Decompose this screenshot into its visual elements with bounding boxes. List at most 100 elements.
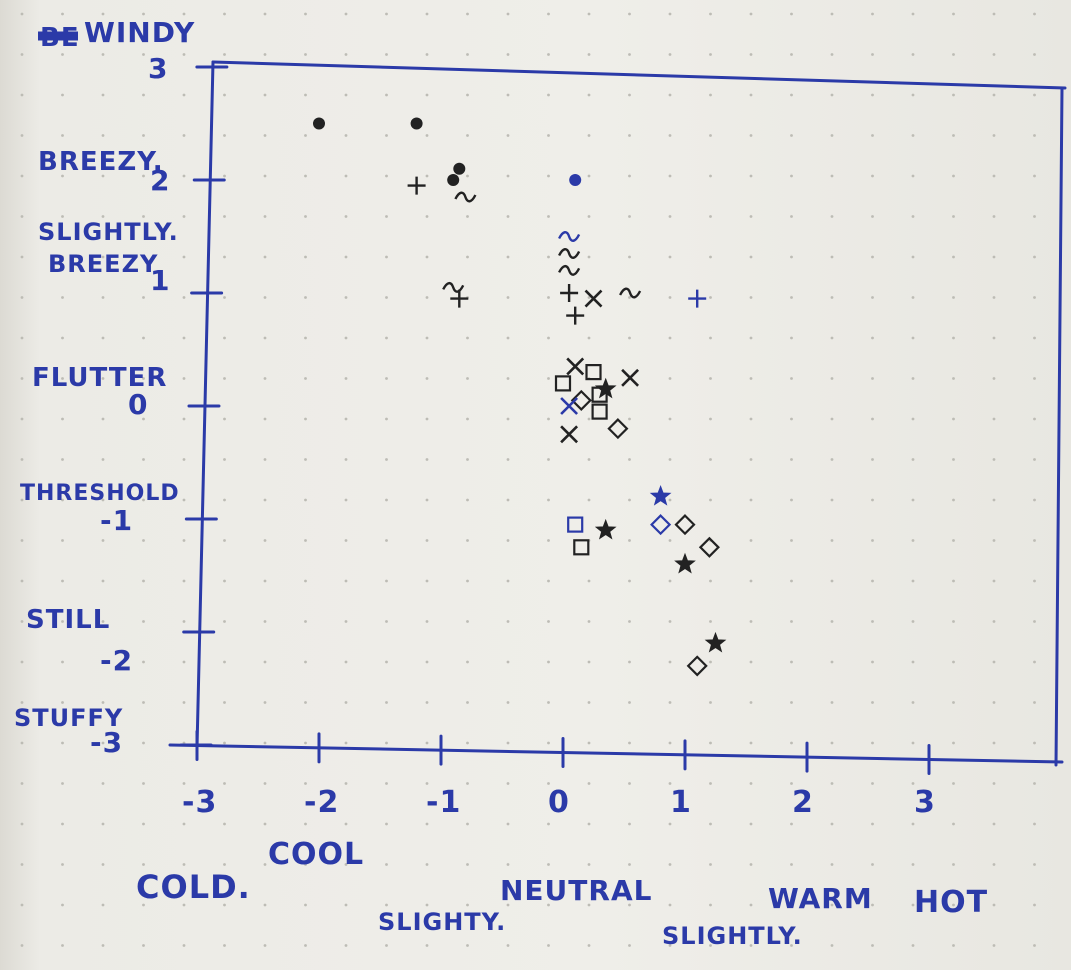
grid-dot <box>992 296 996 299</box>
grid-dot <box>344 741 348 745</box>
grid-dot <box>466 215 469 218</box>
grid-dot <box>223 944 226 947</box>
grid-dot <box>952 458 955 461</box>
grid-dot <box>830 579 834 583</box>
grid-dot <box>992 822 996 826</box>
grid-dot <box>344 539 348 542</box>
grid-dot <box>1033 417 1036 421</box>
grid-dot <box>223 863 226 866</box>
y-category-threshold: THRESHOLD <box>20 481 180 506</box>
grid-dot <box>871 579 874 583</box>
grid-dot <box>385 458 388 461</box>
y-tick-label: -2 <box>100 644 133 677</box>
grid-dot <box>911 579 915 583</box>
grid-dot <box>344 12 348 16</box>
grid-dot <box>425 660 429 664</box>
grid-dot <box>952 822 955 826</box>
grid-dot <box>749 701 753 704</box>
grid-dot <box>1033 701 1036 704</box>
grid-dot <box>182 336 186 340</box>
grid-dot <box>1033 174 1036 178</box>
grid-dot <box>20 579 24 583</box>
x-category-label: HOT <box>914 885 988 920</box>
grid-dot <box>547 498 550 502</box>
grid-dot <box>304 944 307 947</box>
grid-dot <box>587 336 591 340</box>
grid-dot <box>304 498 307 502</box>
data-point-plus <box>566 306 585 325</box>
grid-dot <box>142 336 145 340</box>
grid-dot <box>547 822 550 826</box>
grid-dot <box>992 701 996 704</box>
grid-dot <box>749 944 753 947</box>
grid-dot <box>385 539 388 542</box>
grid-dot <box>101 417 105 421</box>
grid-dot <box>790 701 793 704</box>
grid-dot <box>830 741 834 745</box>
grid-dot <box>263 458 267 461</box>
grid-dot <box>952 903 955 907</box>
grid-dot <box>182 660 186 664</box>
grid-dot <box>61 336 64 340</box>
grid-dot <box>61 539 64 542</box>
grid-dot <box>547 93 550 97</box>
grid-dot <box>304 539 307 542</box>
grid-dot <box>749 822 753 826</box>
grid-dot <box>304 336 307 340</box>
grid-dot <box>790 660 793 664</box>
grid-dot <box>749 134 753 137</box>
grid-dot <box>506 93 510 97</box>
data-point-square <box>585 364 602 381</box>
grid-dot <box>20 417 24 421</box>
grid-dot <box>830 215 834 218</box>
x-tick-label: -2 <box>304 785 339 820</box>
grid-dot <box>547 863 550 866</box>
grid-dot <box>466 620 469 623</box>
grid-dot <box>425 620 429 623</box>
grid-dot <box>223 903 226 907</box>
grid-dot <box>223 498 226 502</box>
grid-dot <box>587 701 591 704</box>
grid-dot <box>668 539 672 542</box>
grid-dot <box>749 782 753 785</box>
grid-dot <box>61 498 64 502</box>
grid-dot <box>911 782 915 785</box>
grid-dot <box>385 134 388 137</box>
grid-dot <box>506 377 510 380</box>
grid-dot <box>871 701 874 704</box>
grid-dot <box>1033 458 1036 461</box>
grid-dot <box>871 660 874 664</box>
grid-dot <box>871 296 874 299</box>
grid-dot <box>1033 377 1036 380</box>
grid-dot <box>911 863 915 866</box>
grid-dot <box>709 417 712 421</box>
grid-dot <box>61 903 64 907</box>
grid-dot <box>101 903 105 907</box>
star-marker <box>649 484 672 506</box>
grid-dot <box>749 377 753 380</box>
data-point-tilde <box>558 248 581 259</box>
diamond-marker <box>698 536 720 558</box>
grid-dot <box>952 255 955 259</box>
grid-dot <box>790 579 793 583</box>
grid-dot <box>547 134 550 137</box>
grid-dot <box>466 377 469 380</box>
grid-dot <box>749 53 753 56</box>
grid-dot <box>547 579 550 583</box>
grid-dot <box>223 174 226 178</box>
grid-dot <box>628 12 631 16</box>
x-tick-label: -3 <box>182 785 217 820</box>
grid-dot <box>668 458 672 461</box>
grid-dot <box>223 417 226 421</box>
grid-dot <box>182 53 186 56</box>
grid-dot <box>1033 255 1036 259</box>
grid-dot <box>506 12 510 16</box>
grid-dot <box>992 377 996 380</box>
grid-dot <box>749 93 753 97</box>
grid-dot <box>547 377 550 380</box>
grid-dot <box>223 134 226 137</box>
grid-dot <box>263 620 267 623</box>
grid-dot <box>344 863 348 866</box>
grid-dot <box>466 579 469 583</box>
grid-dot <box>223 93 226 97</box>
